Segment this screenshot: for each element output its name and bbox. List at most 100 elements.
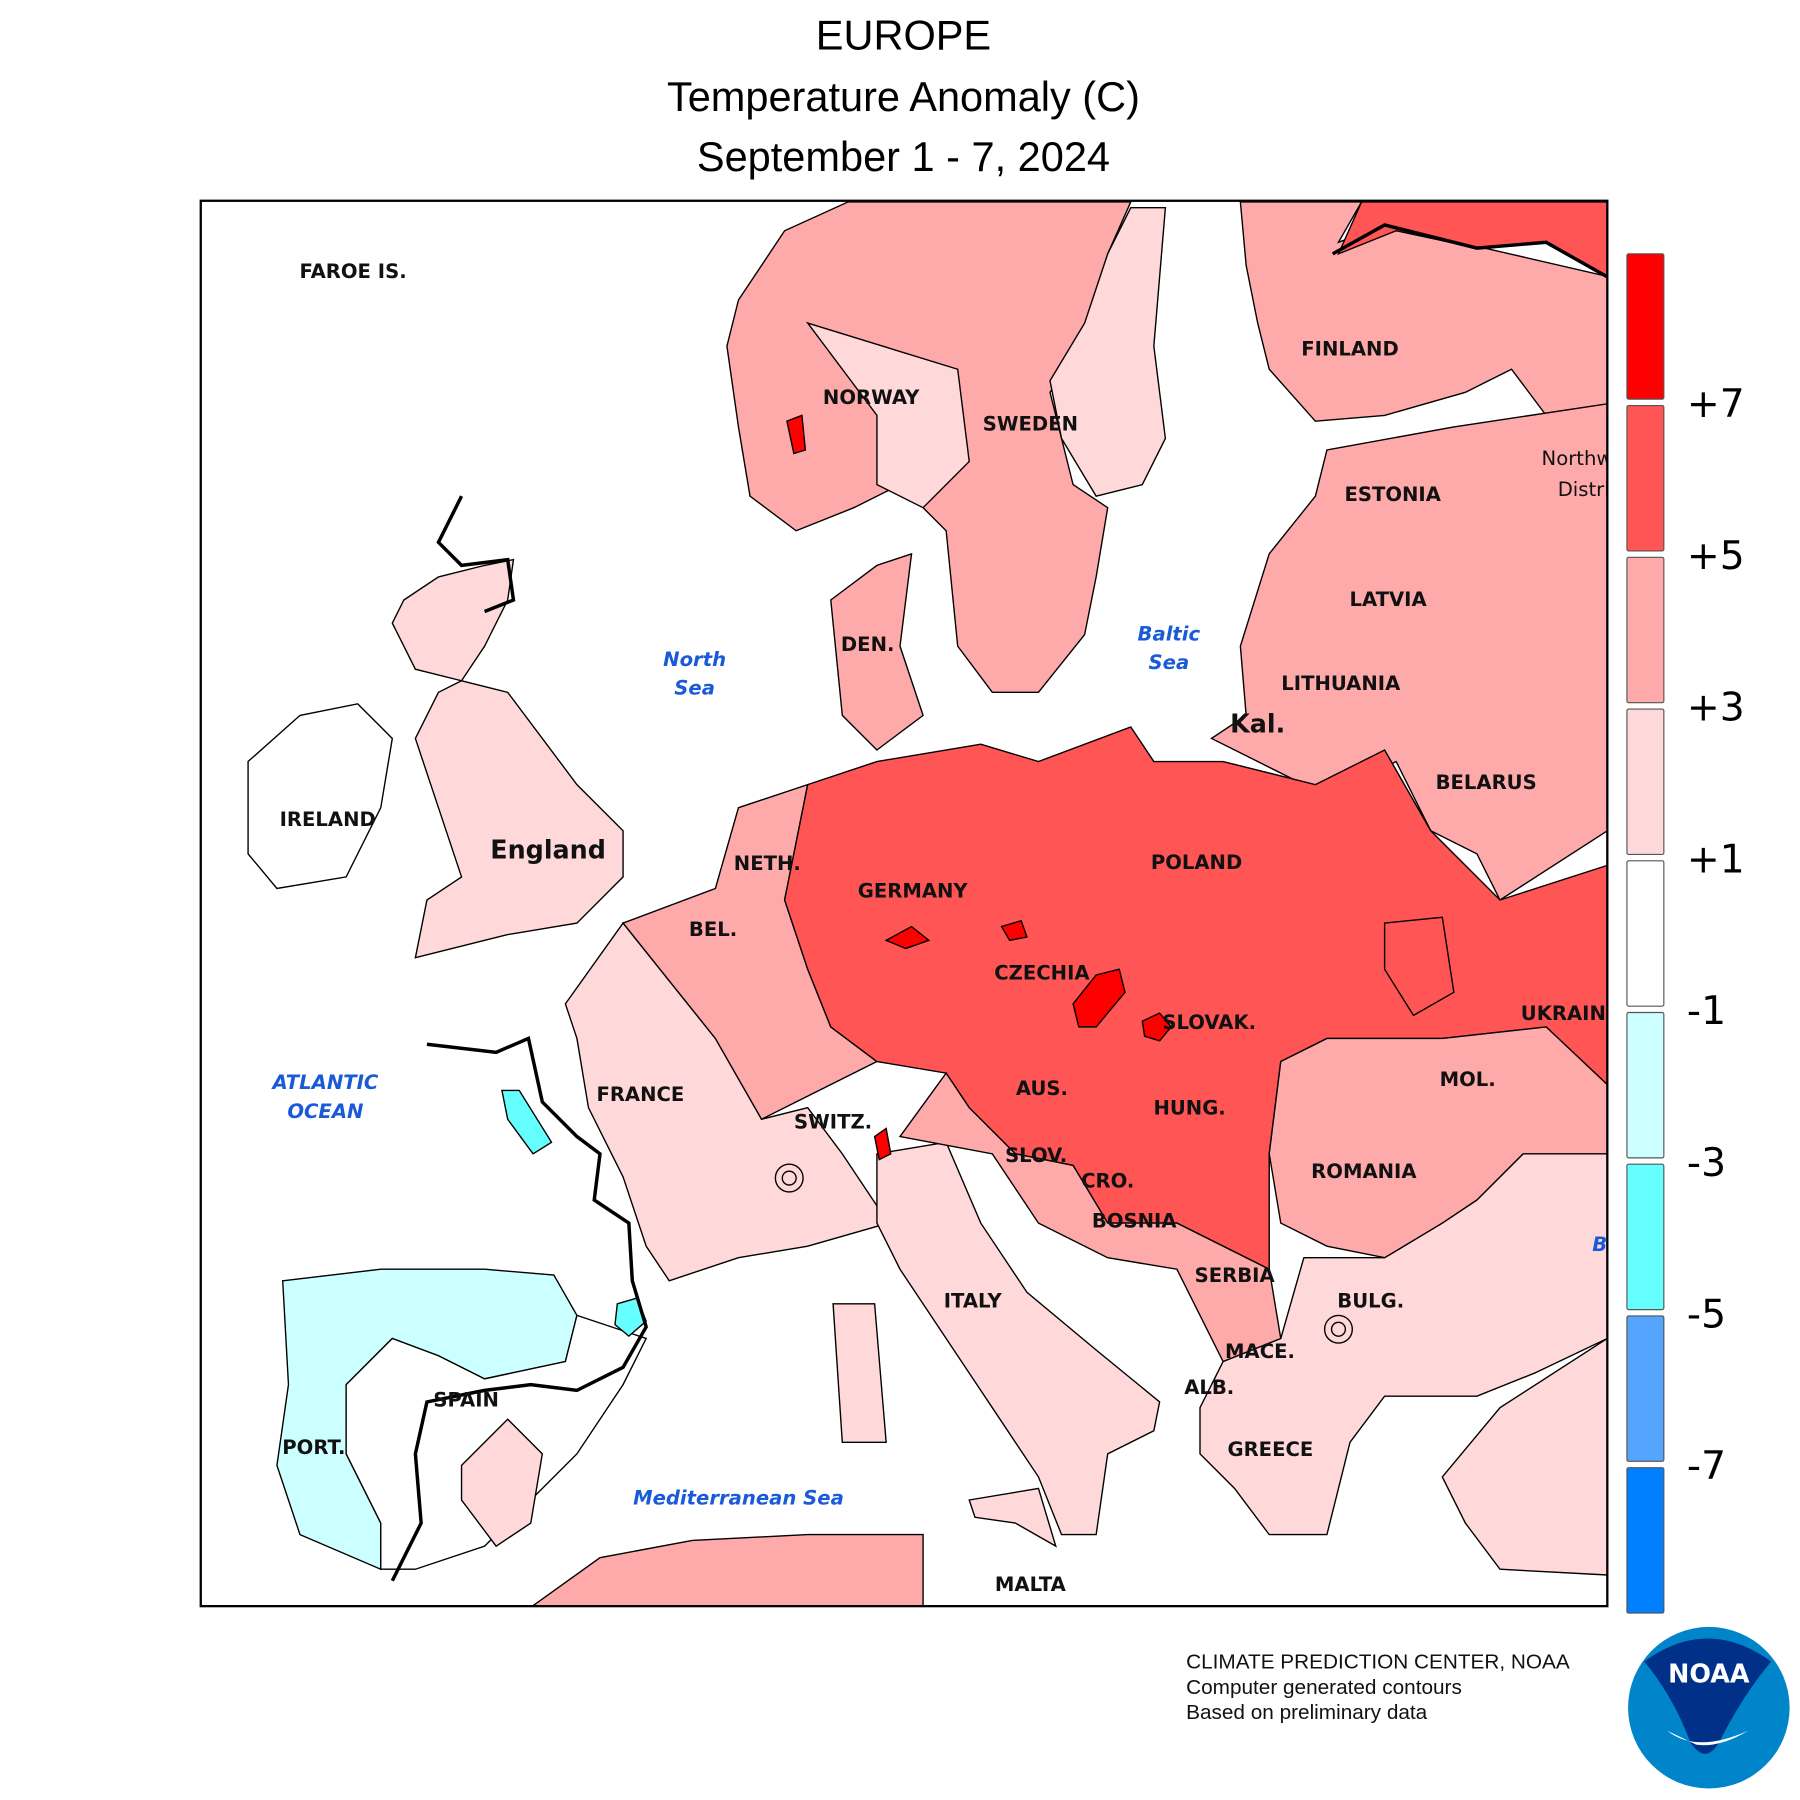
label-faroe: FAROE IS. (299, 260, 406, 283)
anomaly-region-spain-south (460, 1418, 544, 1548)
label-poland: POLAND (1151, 851, 1242, 874)
label-ukraine: UKRAIN (1521, 1002, 1606, 1025)
label-atlantic-ocean-2: OCEAN (287, 1100, 363, 1123)
anomaly-region-coldspot-spain (614, 1297, 647, 1338)
anomaly-region-great-britain (414, 680, 624, 959)
legend-swatch (1626, 708, 1665, 855)
title-variable: Temperature Anomaly (C) (667, 73, 1140, 120)
label-austria: AUS. (1016, 1077, 1068, 1100)
anomaly-region-sardinia (832, 1303, 887, 1443)
credit-line: CLIMATE PREDICTION CENTER, NOAA (1186, 1650, 1570, 1673)
anomaly-region-hotspot-czechia (1072, 968, 1126, 1028)
legend-swatch (1626, 1163, 1665, 1311)
label-atlantic-ocean: ATLANTIC (270, 1071, 378, 1094)
legend-tick-label: -3 (1687, 1141, 1726, 1186)
label-lithuania: LITHUANIA (1281, 672, 1401, 695)
anomaly-region-hotspot-germany (884, 925, 931, 950)
label-denmark: DEN. (841, 633, 895, 656)
label-netherlands: NETH. (734, 852, 801, 875)
label-belgium: BEL. (689, 918, 737, 941)
legend-swatch (1626, 404, 1665, 552)
anomaly-region-north-africa (531, 1533, 924, 1607)
label-baltic-sea: Baltic (1138, 622, 1201, 645)
legend-tick-label: +7 (1687, 382, 1745, 427)
anomaly-region-balkans-south (1199, 1153, 1608, 1536)
map-frame (199, 199, 1609, 1608)
label-sweden: SWEDEN (983, 412, 1078, 435)
credit-contours: Computer generated contours (1186, 1676, 1462, 1699)
anomaly-region-coldspot-france (501, 1089, 553, 1155)
label-serbia: SERBIA (1195, 1264, 1276, 1287)
label-baltic-sea-2: Sea (1149, 651, 1190, 674)
label-norway: NORWAY (823, 386, 920, 409)
anomaly-region-alps-balkans (898, 1071, 1282, 1363)
label-black-sea: B (1592, 1233, 1607, 1256)
anomaly-region-hotspot-alps (873, 1127, 892, 1161)
label-spain: SPAIN (433, 1389, 499, 1412)
anomaly-region-hotspot-poland (1000, 919, 1028, 942)
legend-swatch (1626, 253, 1665, 400)
anomaly-region-turkey (1441, 1337, 1608, 1576)
label-italy: ITALY (944, 1289, 1003, 1312)
legend-tick-label: +1 (1687, 837, 1745, 882)
label-finland: FINLAND (1301, 337, 1398, 360)
label-slovakia: SLOVAK. (1162, 1011, 1256, 1034)
anomaly-region-italy (876, 1141, 1161, 1536)
label-switzerland: SWITZ. (794, 1110, 872, 1133)
contour-line (390, 1036, 649, 1582)
label-belarus: BELARUS (1436, 771, 1537, 794)
label-estonia: ESTONIA (1344, 483, 1441, 506)
legend-swatch (1626, 1011, 1665, 1159)
legend-tick-label: -5 (1687, 1293, 1726, 1338)
label-mediterranean-sea: Mediterranean Sea (633, 1487, 844, 1510)
contour-line (1331, 223, 1608, 279)
legend-tick-label: +3 (1687, 686, 1745, 731)
label-north-sea: North (663, 648, 726, 671)
label-england: England (490, 834, 606, 864)
anomaly-region-hotspot-norway (786, 414, 807, 455)
label-germany: GERMANY (858, 880, 969, 903)
credit-data: Based on preliminary data (1186, 1701, 1428, 1724)
label-moldova: MOL. (1440, 1068, 1496, 1091)
legend-tick-label: -1 (1687, 989, 1726, 1034)
legend-swatch (1626, 556, 1665, 704)
anomaly-region-sicily (968, 1487, 1057, 1548)
contour-ring (1330, 1321, 1347, 1337)
legend-swatch (1626, 860, 1665, 1007)
legend-tick-label: -7 (1687, 1444, 1726, 1489)
anomaly-region-hotspot-slovakia (1141, 1012, 1173, 1042)
legend-tick-label: +5 (1687, 534, 1745, 579)
label-kaliningrad: Kal. (1230, 709, 1285, 739)
label-malta: MALTA (995, 1573, 1067, 1596)
label-france: FRANCE (596, 1083, 684, 1106)
label-albania: ALB. (1184, 1376, 1234, 1399)
legend-swatch (1626, 1315, 1665, 1462)
label-czechia: CZECHIA (994, 962, 1090, 985)
label-slovenia: SLOV. (1005, 1144, 1067, 1167)
label-bulgaria: BULG. (1337, 1289, 1404, 1312)
label-latvia: LATVIA (1349, 588, 1427, 611)
contour-ring (781, 1170, 797, 1186)
anomaly-region-norway-central (805, 321, 970, 509)
title-dates: September 1 - 7, 2024 (697, 133, 1110, 180)
label-croatia: CRO. (1081, 1169, 1134, 1192)
label-hungary: HUNG. (1153, 1097, 1225, 1120)
contour-line (1383, 916, 1455, 1017)
legend-swatch (1626, 1467, 1665, 1614)
title-region: EUROPE (816, 12, 991, 59)
anomaly-region-scotland (391, 558, 515, 682)
label-romania: ROMANIA (1311, 1160, 1417, 1183)
label-bosnia: BOSNIA (1092, 1210, 1177, 1233)
anomaly-region-baltics-russia (1210, 403, 1608, 902)
anomaly-region-ireland (247, 703, 394, 890)
noaa-logo: NOAA (1628, 1626, 1790, 1789)
contour-ring (1323, 1314, 1353, 1344)
label-northwest-district-2: Distri (1558, 478, 1610, 501)
map-area: FAROE IS. NORWAY SWEDEN FINLAND ESTONIA … (200, 200, 1613, 1607)
contour-line (436, 495, 516, 614)
noaa-logo-text: NOAA (1668, 1658, 1750, 1688)
anomaly-region-romania (1268, 1026, 1608, 1259)
label-northwest-district: Northw (1542, 447, 1613, 470)
color-legend: +7 +5 +3 +1 -1 -3 -5 -7 (1626, 253, 1745, 1614)
anomaly-region-sweden-east (1049, 207, 1167, 497)
